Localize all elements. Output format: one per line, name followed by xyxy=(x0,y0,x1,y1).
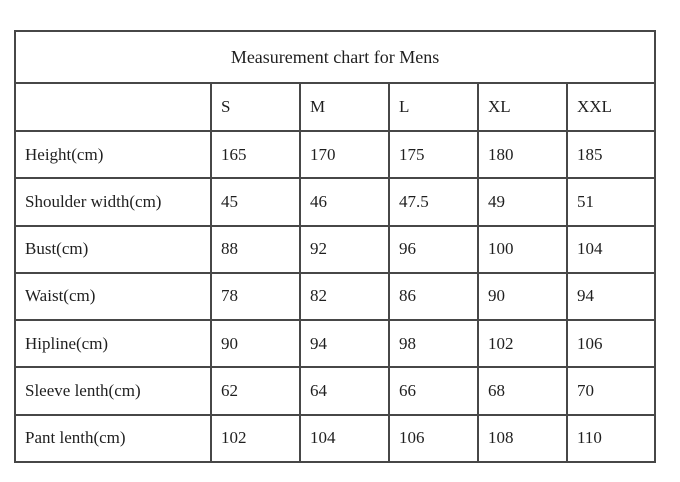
table-row-shoulder-width: Shoulder width(cm) 45 46 47.5 49 51 xyxy=(14,177,657,227)
table-row-height: Height(cm) 165 170 175 180 185 xyxy=(14,129,657,180)
size-header-empty-cell xyxy=(14,82,212,132)
cell-value: 62 xyxy=(210,366,301,416)
cell-value: 66 xyxy=(388,366,479,416)
row-label: Bust(cm) xyxy=(14,224,212,274)
cell-value: 92 xyxy=(299,224,390,274)
cell-value: 170 xyxy=(299,129,390,180)
cell-value: 78 xyxy=(210,271,301,322)
cell-value: 175 xyxy=(388,129,479,180)
cell-value: 88 xyxy=(210,224,301,274)
row-label: Shoulder width(cm) xyxy=(14,177,212,227)
cell-value: 102 xyxy=(477,319,568,369)
table-title: Measurement chart for Mens xyxy=(13,30,657,84)
cell-value: 104 xyxy=(299,413,390,464)
cell-value: 104 xyxy=(565,224,657,274)
row-label: Waist(cm) xyxy=(14,271,212,322)
cell-value: 110 xyxy=(565,413,657,464)
cell-value: 94 xyxy=(299,319,390,369)
table-row-bust: Bust(cm) 88 92 96 100 104 xyxy=(14,224,657,274)
cell-value: 106 xyxy=(565,319,657,369)
row-label: Sleeve lenth(cm) xyxy=(14,366,212,416)
cell-value: 70 xyxy=(565,366,657,416)
table-row-sleeve-length: Sleeve lenth(cm) 62 64 66 68 70 xyxy=(14,366,657,416)
table-row-hipline: Hipline(cm) 90 94 98 102 106 xyxy=(14,319,657,369)
cell-value: 100 xyxy=(477,224,568,274)
table-row-pant-length: Pant lenth(cm) 102 104 106 108 110 xyxy=(14,413,657,464)
cell-value: 106 xyxy=(388,413,479,464)
cell-value: 45 xyxy=(210,177,301,227)
measurement-table: Measurement chart for Mens S M L XL XXL … xyxy=(13,30,657,464)
cell-value: 82 xyxy=(299,271,390,322)
size-header-xl: XL xyxy=(477,82,568,132)
cell-value: 108 xyxy=(477,413,568,464)
cell-value: 68 xyxy=(477,366,568,416)
cell-value: 94 xyxy=(565,271,657,322)
size-header-m: M xyxy=(299,82,390,132)
cell-value: 165 xyxy=(210,129,301,180)
cell-value: 46 xyxy=(299,177,390,227)
cell-value: 98 xyxy=(388,319,479,369)
size-header-row: S M L XL XXL xyxy=(14,82,657,132)
cell-value: 180 xyxy=(477,129,568,180)
cell-value: 49 xyxy=(477,177,568,227)
table-title-row: Measurement chart for Mens xyxy=(13,30,657,84)
cell-value: 96 xyxy=(388,224,479,274)
cell-value: 51 xyxy=(565,177,657,227)
row-label: Height(cm) xyxy=(14,129,212,180)
row-label: Pant lenth(cm) xyxy=(14,413,212,464)
cell-value: 185 xyxy=(565,129,657,180)
cell-value: 90 xyxy=(210,319,301,369)
size-header-xxl: XXL xyxy=(565,82,657,132)
cell-value: 86 xyxy=(388,271,479,322)
cell-value: 47.5 xyxy=(388,177,479,227)
cell-value: 102 xyxy=(210,413,301,464)
size-header-s: S xyxy=(210,82,301,132)
cell-value: 90 xyxy=(477,271,568,322)
row-label: Hipline(cm) xyxy=(14,319,212,369)
table-row-waist: Waist(cm) 78 82 86 90 94 xyxy=(14,271,657,322)
size-header-l: L xyxy=(388,82,479,132)
cell-value: 64 xyxy=(299,366,390,416)
